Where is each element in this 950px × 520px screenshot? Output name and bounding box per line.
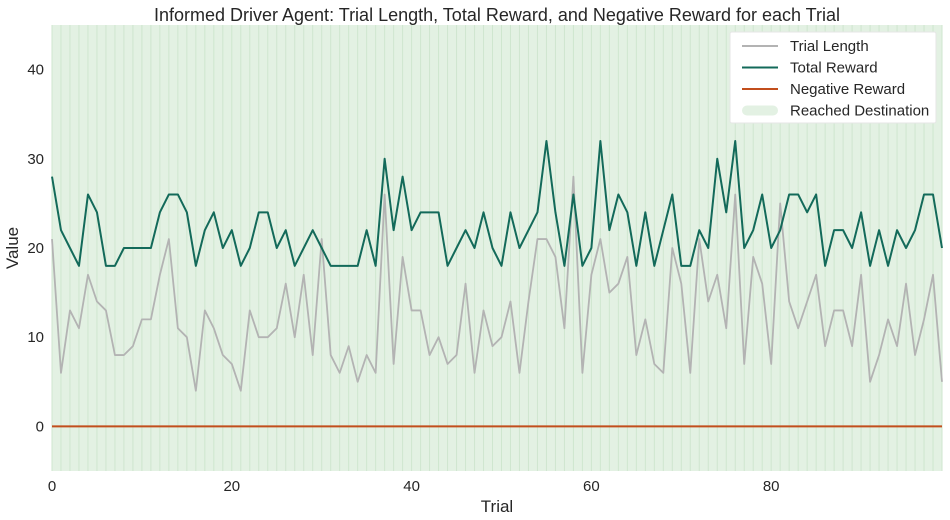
y-tick-label: 30	[27, 151, 44, 168]
x-tick-label: 80	[763, 478, 780, 495]
y-tick-label: 10	[27, 329, 44, 346]
chart-title: Informed Driver Agent: Trial Length, Tot…	[154, 5, 840, 25]
x-tick-label: 40	[403, 478, 420, 495]
legend-swatch	[742, 105, 778, 116]
x-tick-label: 0	[48, 478, 56, 495]
legend: Trial Length Total Reward Negative Reward R…	[729, 31, 937, 124]
legend-label: Total Reward	[790, 60, 878, 77]
x-axis-label: Trial	[481, 497, 513, 516]
x-tick-label: 20	[223, 478, 240, 495]
legend-label: Negative Reward	[790, 81, 905, 98]
y-tick-label: 40	[27, 62, 44, 79]
y-tick-labels: 0 10 20 30 40	[27, 62, 44, 436]
series-lines	[51, 139, 943, 428]
x-tick-label: 60	[583, 478, 600, 495]
legend-label: Trial Length	[790, 38, 869, 55]
series-line-total-reward	[51, 139, 943, 267]
legend-box	[729, 31, 937, 124]
y-tick-label: 20	[27, 240, 44, 257]
x-tick-labels: 0 20 40 60 80	[48, 478, 780, 495]
series-line-trial-length	[51, 175, 943, 392]
y-tick-label: 0	[36, 418, 44, 435]
legend-label: Reached Destination	[790, 103, 929, 120]
y-axis-label: Value	[3, 227, 22, 269]
